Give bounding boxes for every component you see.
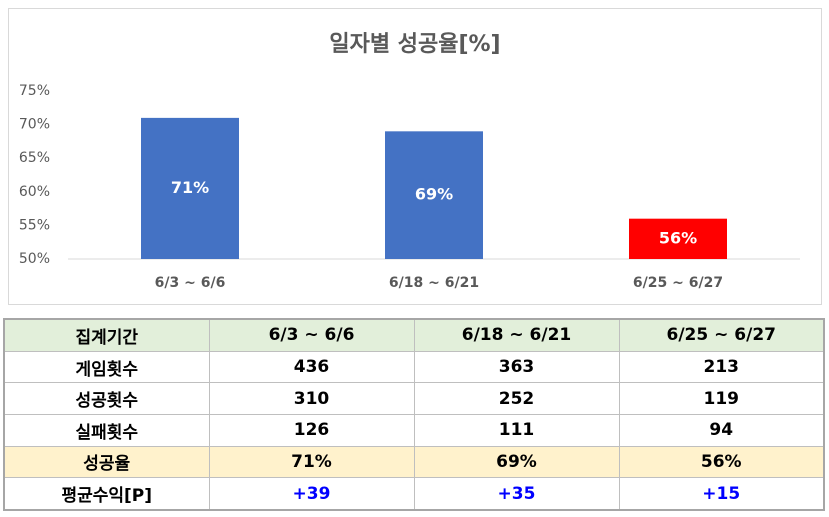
- y-tick-label: 55%: [19, 217, 50, 233]
- bar: [629, 218, 727, 259]
- table-cell: 213: [618, 350, 825, 384]
- x-tick-label: 6/3 ~ 6/6: [155, 275, 226, 291]
- chart-title: 일자별 성공율[%]: [329, 32, 500, 57]
- row-label: 게임횟수: [3, 350, 210, 384]
- y-tick-label: 65%: [19, 150, 50, 166]
- table-cell: 126: [208, 413, 415, 447]
- table-row: 실패횟수 126 111 94: [3, 413, 825, 447]
- table-row: 성공율 71% 69% 56%: [3, 445, 825, 479]
- row-label: 집계기간: [3, 318, 210, 352]
- table-cell: 111: [413, 413, 620, 447]
- table-cell: 363: [413, 350, 620, 384]
- table-cell: 6/18 ~ 6/21: [413, 318, 620, 352]
- bar: [385, 131, 483, 259]
- chart: 일자별 성공율[%] 50% 55% 60% 65% 70% 75% 6/3 ~ 6/6 71…: [8, 8, 822, 305]
- bar: [141, 117, 239, 259]
- y-tick-label: 75%: [19, 83, 50, 99]
- row-label: 성공횟수: [3, 382, 210, 415]
- data-label: 56%: [659, 228, 697, 247]
- summary-table: 집계기간 6/3 ~ 6/6 6/18 ~ 6/21 6/25 ~ 6/27 게임횟수 4…: [3, 318, 825, 511]
- y-tick-label: 50%: [19, 251, 50, 267]
- table-cell: 6/25 ~ 6/27: [618, 318, 825, 352]
- table-cell: +35: [413, 477, 620, 511]
- table-cell: 310: [208, 382, 415, 415]
- table-cell: 71%: [208, 445, 415, 479]
- table-cell: 6/3 ~ 6/6: [208, 318, 415, 352]
- x-tick-label: 6/25 ~ 6/27: [633, 275, 723, 291]
- row-label: 실패횟수: [3, 413, 210, 447]
- row-label: 성공율: [3, 445, 210, 479]
- table-row: 게임횟수 436 363 213: [3, 350, 825, 384]
- table-cell: 94: [618, 413, 825, 447]
- table-row: 집계기간 6/3 ~ 6/6 6/18 ~ 6/21 6/25 ~ 6/27: [3, 318, 825, 352]
- y-tick-label: 60%: [19, 184, 50, 200]
- table-cell: +39: [208, 477, 415, 511]
- table-cell: 69%: [413, 445, 620, 479]
- table-row: 평균수익[P] +39 +35 +15: [3, 477, 825, 511]
- table-cell: 56%: [618, 445, 825, 479]
- table-cell: 119: [618, 382, 825, 415]
- x-tick-label: 6/18 ~ 6/21: [389, 275, 479, 291]
- data-label: 69%: [415, 185, 453, 204]
- y-tick-label: 70%: [19, 117, 50, 133]
- table-cell: 436: [208, 350, 415, 384]
- data-label: 71%: [171, 178, 209, 197]
- table-cell: 252: [413, 382, 620, 415]
- table-cell: +15: [618, 477, 825, 511]
- table-row: 성공횟수 310 252 119: [3, 382, 825, 415]
- row-label: 평균수익[P]: [3, 477, 210, 511]
